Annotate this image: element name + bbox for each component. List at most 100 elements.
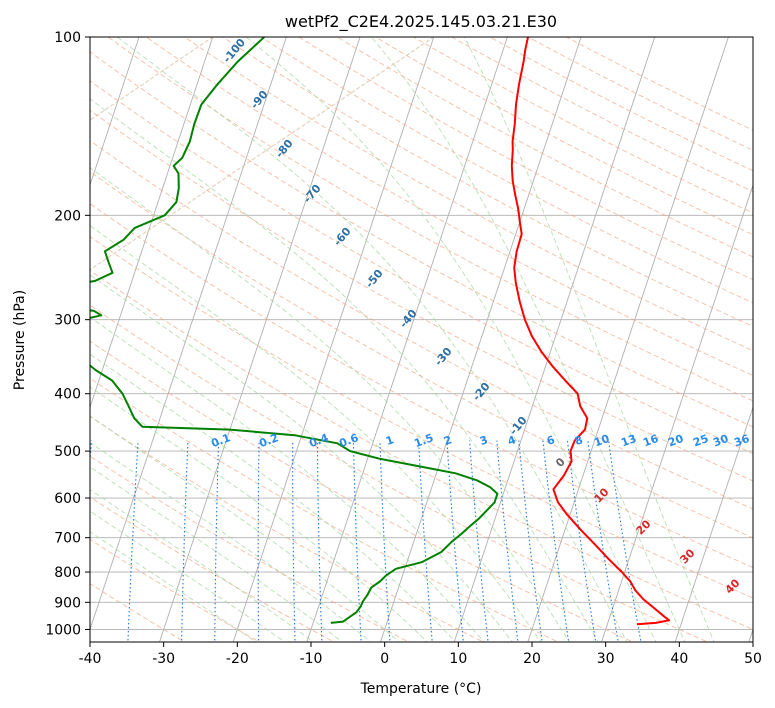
y-axis: 100 200 300 400 500 600 700 800 900 1000 (45, 30, 90, 638)
data-lines (90, 37, 671, 626)
isotherm (159, 37, 361, 642)
mixing-ratio-line (292, 440, 296, 642)
dry-adiabat (90, 582, 186, 642)
x-tick-label: 20 (523, 651, 541, 667)
mixing-ratio-line (418, 440, 433, 642)
y-tick-label: 600 (54, 491, 81, 507)
dry-adiabat (90, 377, 560, 642)
x-axis-label: Temperature (°C) (360, 681, 482, 697)
isotherm (380, 37, 582, 642)
mixing-ratio-line (518, 440, 543, 642)
dry-adiabat (90, 140, 753, 510)
mixing-ratio-line (608, 440, 642, 642)
mixing-ratio-label: 25 (691, 432, 710, 449)
mixing-ratio-line (469, 440, 489, 642)
mixing-ratio-label: 0.1 (209, 431, 232, 450)
mixing-ratio-label: 4 (506, 433, 518, 448)
mixing-ratio-line (542, 440, 570, 642)
isotherm (453, 37, 656, 642)
mixing-ratio-label: 6 (545, 433, 557, 448)
y-tick-label: 400 (54, 387, 81, 403)
x-tick-label: -40 (79, 651, 102, 667)
y-tick-label: 200 (54, 208, 81, 224)
y-tick-label: 800 (54, 565, 81, 581)
moist-adiabat (90, 353, 457, 642)
x-tick-label: 50 (744, 651, 762, 667)
x-tick-label: 0 (380, 651, 389, 667)
mixing-ratio-label: 13 (619, 432, 638, 449)
mixing-ratio-label: 30 (711, 432, 730, 450)
y-tick-label: 100 (54, 30, 81, 46)
moist-adiabat (371, 37, 686, 642)
dewpoint-profile (90, 37, 499, 624)
y-tick-label: 500 (54, 444, 81, 460)
mixing-ratio-label: 1.5 (412, 431, 435, 450)
mixing-ratio-line (566, 440, 597, 642)
moist-adiabat (90, 98, 599, 642)
x-tick-label: -30 (152, 651, 175, 667)
mixing-ratio-line (587, 440, 619, 642)
mixing-ratio-label: 16 (641, 432, 660, 450)
plot-frame (89, 36, 754, 643)
mixing-ratio-line (214, 440, 220, 642)
dry-adiabat (90, 236, 753, 599)
moist-adiabat (90, 489, 315, 642)
moist-adiabat (90, 415, 400, 642)
dry-adiabat (90, 340, 634, 642)
temperature-profile (510, 37, 671, 626)
dry-adiabat (90, 171, 753, 539)
isotherm (674, 405, 753, 642)
dry-adiabat (298, 37, 753, 281)
mixing-ratio-line (181, 440, 189, 642)
moist-adiabat (90, 531, 257, 642)
x-tick-label: -10 (300, 651, 323, 667)
mixing-ratio-label: 10 (592, 432, 611, 450)
moist-adiabat (90, 316, 485, 642)
isotherm (601, 183, 753, 642)
y-axis-label: Pressure (hPa) (12, 290, 28, 390)
isopleth-labels: -100-90-80-70-60-50-40-30-20-10010203040… (209, 36, 751, 597)
moist-adiabat (116, 37, 628, 642)
dry-adiabat (260, 37, 753, 304)
mixing-ratio-label: 1 (384, 433, 396, 448)
mixing-ratio-label: 0.4 (307, 431, 330, 450)
isotherm (90, 37, 287, 631)
x-tick-label: 10 (449, 651, 467, 667)
x-tick-label: 30 (597, 651, 615, 667)
mixing-ratio-line (352, 440, 362, 642)
y-tick-label: 1000 (45, 622, 81, 638)
mixing-ratio-label: 3 (478, 433, 490, 448)
mixing-ratio-line (379, 440, 391, 642)
x-axis: -40 -30 -20 -10 0 10 20 30 40 50 (79, 642, 762, 667)
dry-adiabat (90, 109, 753, 482)
isotherm (232, 37, 435, 642)
moist-adiabat (245, 37, 657, 642)
dry-adiabat (90, 538, 261, 642)
dry-adiabat (90, 455, 410, 642)
mixing-ratio-label: 0.2 (257, 431, 280, 450)
moist-adiabat (90, 274, 513, 642)
mixing-ratio-label: 8 (573, 433, 585, 448)
mixing-ratio-label: 2 (442, 433, 454, 448)
isotherm (90, 37, 140, 187)
mixing-ratio-line (257, 440, 260, 642)
y-tick-label: 300 (54, 313, 81, 329)
y-tick-label: 700 (54, 531, 81, 547)
mixing-ratio-label: 20 (666, 432, 685, 450)
x-tick-label: -20 (226, 651, 249, 667)
mixing-ratio-line (316, 440, 323, 642)
moist-adiabat (90, 441, 372, 642)
mixing-ratio-label: 0.6 (337, 431, 360, 450)
mixing-ratio-line (496, 440, 519, 642)
x-tick-label: 40 (670, 651, 688, 667)
dry-adiabat (90, 51, 753, 428)
moist-adiabat (90, 225, 542, 642)
mixing-ratio-line (446, 440, 464, 642)
mixing-ratio-line (127, 440, 139, 642)
chart-title: wetPf2_C2E4.2025.145.03.21.E30 (285, 12, 557, 32)
mixing-ratio-label: 36 (732, 432, 751, 450)
moist-adiabat (90, 510, 286, 642)
isotherm (90, 37, 214, 409)
